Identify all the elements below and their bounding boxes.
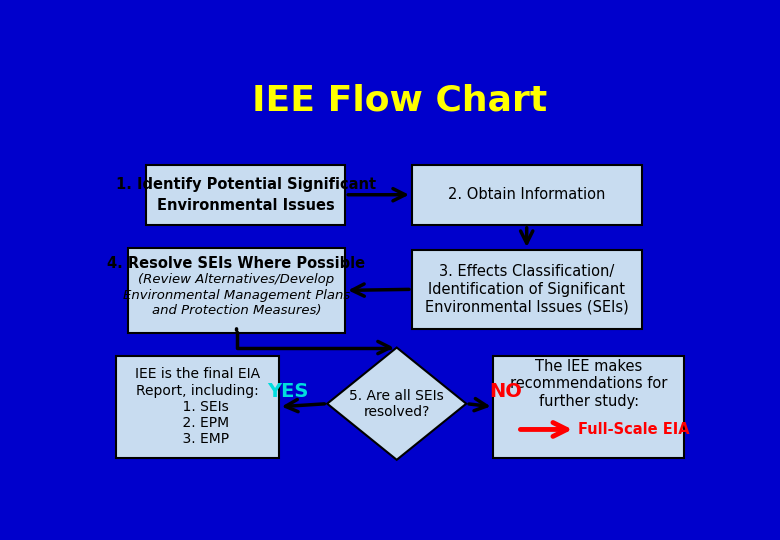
FancyBboxPatch shape [146,165,346,225]
Text: Environmental Issues: Environmental Issues [157,198,335,213]
FancyBboxPatch shape [128,248,346,333]
Text: 3. Effects Classification/
Identification of Significant
Environmental Issues (S: 3. Effects Classification/ Identificatio… [425,265,629,314]
Text: IEE Flow Chart: IEE Flow Chart [252,83,548,117]
Text: NO: NO [489,382,522,401]
FancyBboxPatch shape [115,356,279,458]
Text: 1. Identify Potential Significant: 1. Identify Potential Significant [115,177,376,192]
Text: 4. Resolve SEIs Where Possible: 4. Resolve SEIs Where Possible [108,256,366,271]
Text: YES: YES [268,382,309,401]
Text: IEE is the final EIA
Report, including:
    1. SEIs
    2. EPM
    3. EMP: IEE is the final EIA Report, including: … [135,367,260,446]
Text: Environmental Management Plans: Environmental Management Plans [123,289,350,302]
Text: 5. Are all SEIs
resolved?: 5. Are all SEIs resolved? [349,389,444,419]
FancyBboxPatch shape [494,356,684,458]
Text: and Protection Measures): and Protection Measures) [152,305,321,318]
FancyBboxPatch shape [412,250,642,329]
Text: (Review Alternatives/Develop: (Review Alternatives/Develop [139,273,335,286]
Text: 2. Obtain Information: 2. Obtain Information [448,187,605,202]
Polygon shape [328,348,466,460]
Text: The IEE makes
recommendations for
further study:: The IEE makes recommendations for furthe… [510,359,668,409]
FancyBboxPatch shape [412,165,642,225]
Text: Full-Scale EIA: Full-Scale EIA [578,422,690,437]
